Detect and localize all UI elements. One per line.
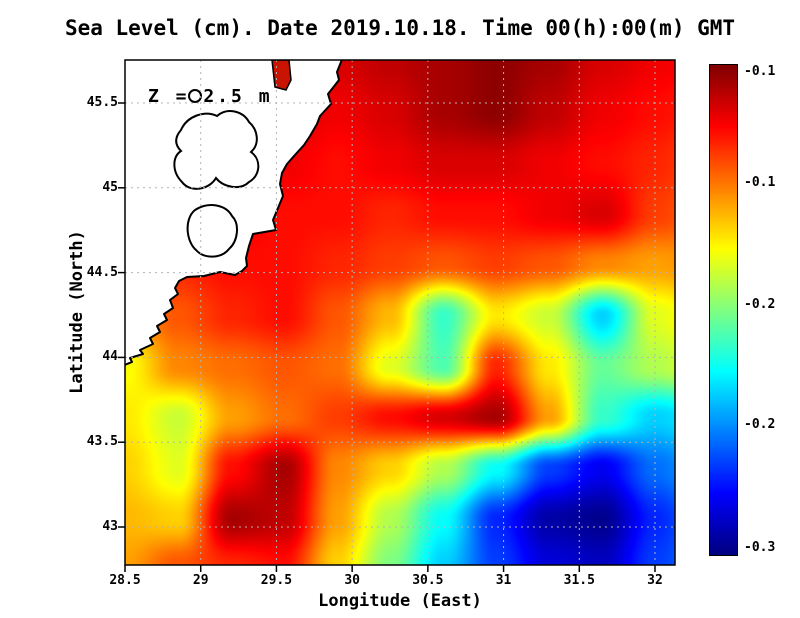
colorbar-tick-label: -0.2 bbox=[744, 417, 776, 433]
y-tick-label: 43.5 bbox=[86, 434, 118, 450]
sea-level-heatmap bbox=[125, 60, 675, 565]
y-tick-label: 45 bbox=[102, 179, 118, 195]
x-tick-label: 28.5 bbox=[109, 573, 141, 588]
colorbar-tick-label: -0.1 bbox=[744, 175, 776, 191]
y-tick-label: 44 bbox=[102, 349, 118, 365]
colorbar-tick-label: -0.2 bbox=[744, 297, 776, 313]
colorbar-border bbox=[709, 64, 738, 556]
y-axis-label: Latitude (North) bbox=[67, 230, 87, 394]
y-tick-label: 44.5 bbox=[86, 264, 118, 280]
x-tick-label: 30 bbox=[344, 573, 360, 588]
chart-title: Sea Level (cm). Date 2019.10.18. Time 00… bbox=[64, 16, 736, 40]
x-tick-label: 29 bbox=[192, 573, 209, 588]
x-tick-label: 31 bbox=[495, 573, 512, 588]
x-axis-label: Longitude (East) bbox=[318, 591, 482, 611]
colorbar-tick-label: -0.3 bbox=[744, 540, 776, 556]
x-tick-label: 30.5 bbox=[412, 573, 444, 588]
x-tick-label: 32 bbox=[647, 573, 663, 588]
depth-annotation: Z = 2.5 m bbox=[148, 86, 273, 107]
x-tick-label: 31.5 bbox=[563, 573, 595, 588]
x-tick-label: 29.5 bbox=[260, 573, 293, 588]
colorbar-tick-label: -0.1 bbox=[744, 63, 776, 79]
y-tick-label: 43 bbox=[102, 519, 118, 534]
colorbar bbox=[710, 65, 737, 555]
y-tick-label: 45.5 bbox=[86, 95, 118, 110]
